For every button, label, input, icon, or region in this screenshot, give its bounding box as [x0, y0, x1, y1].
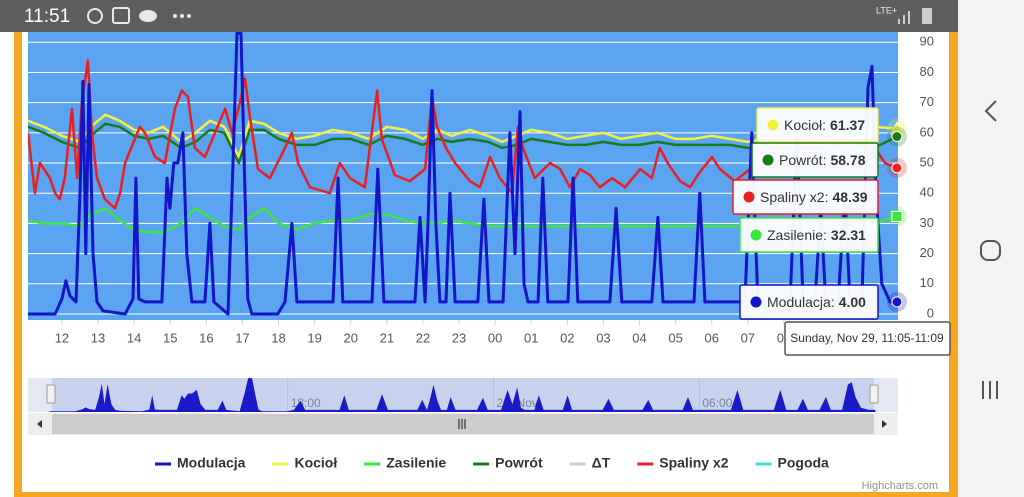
x-tick-label: 06 [704, 330, 718, 345]
marker [891, 210, 903, 222]
legend: Modulacja Kocioł Zasilenie Powrót ΔT Spaliny … [155, 455, 829, 471]
tooltip-label: Modulacja: [767, 294, 835, 310]
legend-item[interactable]: Pogoda [778, 455, 830, 471]
tooltip-value: 58.78 [830, 152, 865, 168]
frame-bottom [14, 492, 958, 497]
x-tick-label: 05 [668, 330, 682, 345]
x-tick-label: 15 [163, 330, 177, 345]
tooltip-box [751, 142, 879, 178]
tooltip-label: Powrót: [779, 152, 826, 168]
x-tick-label: 02 [560, 330, 574, 345]
status-signal [898, 8, 932, 24]
navigator-window[interactable] [52, 378, 874, 412]
navigator: 18:0029. Nov06:00 [49, 378, 876, 412]
x-tick-label: 19 [307, 330, 321, 345]
tooltip-text: Modulacja: 4.00 [767, 294, 866, 310]
tooltip-dot [750, 229, 762, 241]
y-tick-label: 20 [920, 245, 934, 260]
legend-item[interactable]: Modulacja [177, 455, 246, 471]
tooltip-value: 4.00 [839, 294, 866, 310]
tooltip-dot [767, 119, 779, 131]
tooltip-box [732, 179, 879, 215]
frame-left [14, 32, 22, 497]
tooltip-value: 48.39 [832, 189, 867, 205]
legend-item[interactable]: Powrót [495, 455, 543, 471]
tooltip-value: 61.37 [830, 117, 865, 133]
tooltip-label: Spaliny x2: [760, 189, 828, 205]
tooltip-label: Kocioł: [784, 117, 826, 133]
credits[interactable]: Highcharts.com [862, 480, 938, 492]
scrollbar-grip [458, 419, 466, 429]
x-tick-label: 07 [741, 330, 755, 345]
marker [891, 296, 903, 308]
scroll-left[interactable] [37, 420, 42, 428]
hover-markers [886, 118, 907, 312]
x-tick-label: 22 [416, 330, 430, 345]
tooltip-dot [743, 191, 755, 203]
x-tick-label: 18 [271, 330, 285, 345]
x-tick-label: 01 [524, 330, 538, 345]
x-tick-label: 04 [632, 330, 646, 345]
tooltip-text: Zasilenie: 32.31 [767, 227, 866, 243]
nav-bar [958, 0, 1024, 497]
series-line [28, 122, 898, 165]
marker [891, 131, 903, 143]
tooltip-header-box [784, 321, 951, 356]
legend-item[interactable]: ΔT [592, 455, 611, 471]
y-tick-label: 40 [920, 185, 934, 200]
scrollbar-thumb[interactable] [52, 414, 874, 434]
tooltip-box [739, 217, 879, 253]
tooltip-box [739, 284, 879, 320]
x-tick-label: 00 [488, 330, 502, 345]
legend-item[interactable]: Zasilenie [386, 455, 446, 471]
home-button[interactable] [980, 240, 1001, 261]
navigator-label: 06:00 [702, 396, 732, 410]
y-tick-label: 0 [927, 305, 934, 320]
tooltip-header: Sunday, Nov 29, 11:05-11:09 [790, 331, 944, 345]
x-tick-label: 14 [127, 330, 141, 345]
y-tick-label: 30 [920, 215, 934, 230]
status-icons [87, 7, 191, 24]
status-time: 11:51 [24, 6, 70, 27]
x-tick-label: 16 [199, 330, 213, 345]
legend-item[interactable]: Spaliny x2 [659, 455, 728, 471]
tooltip-dot [762, 154, 774, 166]
x-tick-label: 20 [343, 330, 357, 345]
status-bar [0, 0, 958, 32]
tooltip-box [756, 107, 879, 143]
navigator-area [49, 378, 876, 412]
navigator-handle-right[interactable] [869, 384, 879, 404]
scroll-right[interactable] [882, 420, 887, 428]
y-tick-label: 90 [920, 34, 934, 49]
legend-item[interactable]: Kocioł [294, 455, 337, 471]
status-network: LTE+ [876, 5, 897, 15]
y-tick-label: 70 [920, 94, 934, 109]
y-tick-label: 50 [920, 154, 934, 169]
tooltip-text: Spaliny x2: 48.39 [760, 189, 868, 205]
tooltip-text: Kocioł: 61.37 [784, 117, 865, 133]
marker [891, 162, 903, 174]
frame-right [949, 32, 958, 497]
tooltip-value: 32.31 [831, 227, 866, 243]
series-line [28, 59, 898, 210]
x-tick-label: 23 [452, 330, 466, 345]
tooltip: Kocioł: 61.37 Powrót: 58.78 Spaliny x2: 48.39… [732, 107, 951, 356]
y-tick-label: 60 [920, 124, 934, 139]
tooltip-dot [750, 296, 762, 308]
recents-button[interactable] [982, 381, 998, 399]
tooltip-label: Zasilenie: [767, 227, 827, 243]
x-tick-label: 03 [596, 330, 610, 345]
x-tick-label: 12 [55, 330, 69, 345]
x-tick-label: 17 [235, 330, 249, 345]
navigator-handle-left[interactable] [46, 384, 56, 404]
x-tick-label: 13 [91, 330, 105, 345]
back-button[interactable] [984, 100, 997, 122]
tooltip-text: Powrót: 58.78 [779, 152, 866, 168]
y-tick-label: 80 [920, 64, 934, 79]
y-tick-label: 10 [920, 275, 934, 290]
x-tick-label: 21 [380, 330, 394, 345]
